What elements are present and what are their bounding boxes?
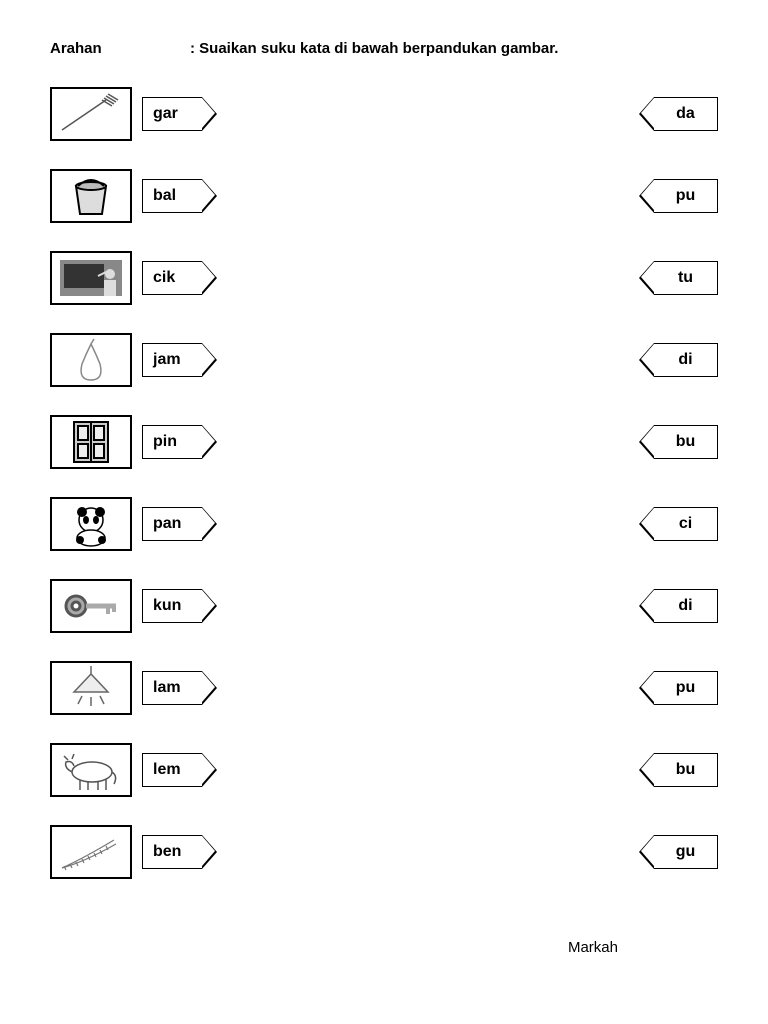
picture-box xyxy=(50,415,132,469)
syllable-text: pu xyxy=(676,679,696,697)
picture-box xyxy=(50,251,132,305)
syllable-text: bu xyxy=(676,433,696,451)
right-syllable-tag[interactable]: tu xyxy=(654,261,718,295)
right-syllable-tag[interactable]: di xyxy=(654,589,718,623)
left-syllable-tag[interactable]: bal xyxy=(142,179,202,213)
syllable-text: cik xyxy=(153,269,175,287)
syllable-text: gar xyxy=(153,105,178,123)
picture-box xyxy=(50,579,132,633)
syllable-text: di xyxy=(678,351,692,369)
worksheet-row: jam di xyxy=(50,333,718,387)
right-syllable-tag[interactable]: ci xyxy=(654,507,718,541)
right-syllable-tag[interactable]: gu xyxy=(654,835,718,869)
left-syllable-tag[interactable]: gar xyxy=(142,97,202,131)
worksheet-row: pin bu xyxy=(50,415,718,469)
picture-box xyxy=(50,743,132,797)
syllable-text: bal xyxy=(153,187,176,205)
picture-box xyxy=(50,169,132,223)
right-syllable-tag[interactable]: di xyxy=(654,343,718,377)
syllable-text: kun xyxy=(153,597,181,615)
syllable-text: da xyxy=(676,105,695,123)
instruction-header: Arahan : Suaikan suku kata di bawah berp… xyxy=(50,40,718,57)
worksheet-row: kun di xyxy=(50,579,718,633)
syllable-text: gu xyxy=(676,843,696,861)
left-syllable-tag[interactable]: lam xyxy=(142,671,202,705)
header-label: Arahan xyxy=(50,40,190,57)
left-syllable-tag[interactable]: pan xyxy=(142,507,202,541)
right-syllable-tag[interactable]: bu xyxy=(654,753,718,787)
worksheet-row: cik tu xyxy=(50,251,718,305)
worksheet-row: lem bu xyxy=(50,743,718,797)
worksheet-row: pan ci xyxy=(50,497,718,551)
syllable-text: tu xyxy=(678,269,693,287)
worksheet-rows: gar da bal pu cik tu jam di pin bu pan ci kun di lam pu… xyxy=(50,87,718,879)
right-syllable-tag[interactable]: da xyxy=(654,97,718,131)
left-syllable-tag[interactable]: pin xyxy=(142,425,202,459)
right-syllable-tag[interactable]: pu xyxy=(654,179,718,213)
worksheet-row: gar da xyxy=(50,87,718,141)
picture-box xyxy=(50,333,132,387)
syllable-text: di xyxy=(678,597,692,615)
syllable-text: ci xyxy=(679,515,692,533)
syllable-text: jam xyxy=(153,351,181,369)
syllable-text: pu xyxy=(676,187,696,205)
syllable-text: bu xyxy=(676,761,696,779)
worksheet-row: lam pu xyxy=(50,661,718,715)
left-syllable-tag[interactable]: lem xyxy=(142,753,202,787)
score-label: Markah xyxy=(50,939,718,956)
syllable-text: pin xyxy=(153,433,177,451)
right-syllable-tag[interactable]: bu xyxy=(654,425,718,459)
left-syllable-tag[interactable]: kun xyxy=(142,589,202,623)
syllable-text: pan xyxy=(153,515,181,533)
worksheet-row: ben gu xyxy=(50,825,718,879)
left-syllable-tag[interactable]: ben xyxy=(142,835,202,869)
picture-box xyxy=(50,661,132,715)
picture-box xyxy=(50,497,132,551)
syllable-text: lam xyxy=(153,679,181,697)
right-syllable-tag[interactable]: pu xyxy=(654,671,718,705)
syllable-text: ben xyxy=(153,843,181,861)
left-syllable-tag[interactable]: cik xyxy=(142,261,202,295)
worksheet-row: bal pu xyxy=(50,169,718,223)
picture-box xyxy=(50,87,132,141)
picture-box xyxy=(50,825,132,879)
header-instruction: : Suaikan suku kata di bawah berpandukan… xyxy=(190,40,558,57)
left-syllable-tag[interactable]: jam xyxy=(142,343,202,377)
syllable-text: lem xyxy=(153,761,181,779)
